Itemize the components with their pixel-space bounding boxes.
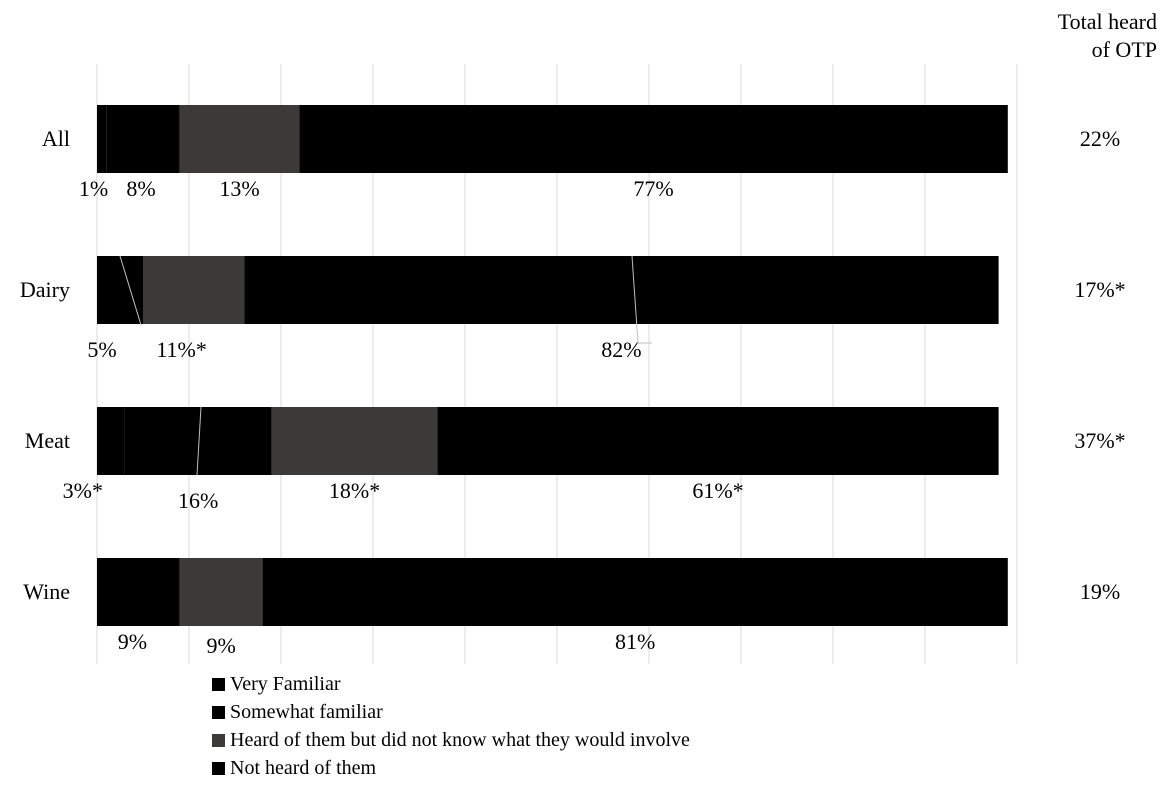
category-label: Wine bbox=[23, 579, 70, 604]
leader-line bbox=[196, 406, 202, 476]
legend-label: Somewhat familiar bbox=[230, 701, 383, 723]
leader-line bbox=[631, 255, 639, 344]
legend-swatch bbox=[212, 733, 225, 747]
data-label: 18%* bbox=[329, 478, 380, 503]
legend-item: Heard of them but did not know what they… bbox=[212, 726, 690, 754]
data-label: 81% bbox=[615, 629, 655, 654]
data-label: 82% bbox=[601, 337, 641, 362]
total-label: 22% bbox=[1080, 126, 1120, 151]
bar-segment bbox=[179, 558, 263, 626]
bar-segment bbox=[179, 105, 300, 173]
totals-header-line1: Total heard bbox=[1057, 9, 1157, 34]
category-label: Dairy bbox=[20, 277, 70, 302]
bar-segment bbox=[124, 407, 272, 475]
data-label: 77% bbox=[633, 176, 673, 201]
category-label: Meat bbox=[25, 428, 70, 453]
legend-item: Very Familiar bbox=[212, 670, 690, 698]
total-label: 17%* bbox=[1074, 277, 1125, 302]
data-label: 13% bbox=[219, 176, 259, 201]
data-label: 61%* bbox=[692, 478, 743, 503]
bar-segment bbox=[97, 558, 180, 626]
totals-header: Total heard of OTP bbox=[1058, 8, 1157, 64]
bar-segment bbox=[271, 407, 438, 475]
bar-segment bbox=[106, 105, 180, 173]
bar-segment bbox=[97, 407, 125, 475]
legend: Very Familiar Somewhat familiar Heard of t… bbox=[212, 670, 690, 782]
category-label: All bbox=[42, 126, 70, 151]
data-label: 16% bbox=[178, 488, 218, 513]
legend-item: Somewhat familiar bbox=[212, 698, 690, 726]
legend-swatch bbox=[212, 705, 225, 719]
bar-segment bbox=[143, 256, 245, 324]
bar-segment bbox=[97, 105, 107, 173]
total-label: 19% bbox=[1080, 579, 1120, 604]
bar-segment bbox=[262, 558, 1008, 626]
totals-header-line2: of OTP bbox=[1091, 37, 1157, 62]
bar-segment bbox=[299, 105, 1008, 173]
data-label: 8% bbox=[126, 176, 155, 201]
legend-swatch bbox=[212, 677, 225, 691]
bar-segment bbox=[437, 407, 999, 475]
legend-label: Not heard of them bbox=[230, 757, 377, 779]
data-label: 11%* bbox=[156, 337, 207, 362]
bar-segment bbox=[244, 256, 999, 324]
legend-swatch bbox=[212, 761, 225, 775]
data-label: 9% bbox=[207, 633, 236, 658]
legend-label: Heard of them but did not know what they… bbox=[230, 729, 690, 751]
data-label: 9% bbox=[118, 629, 147, 654]
legend-label: Very Familiar bbox=[230, 673, 341, 695]
legend-item: Not heard of them bbox=[212, 754, 690, 782]
total-label: 37%* bbox=[1074, 428, 1125, 453]
data-label: 1% bbox=[79, 176, 108, 201]
leader-line bbox=[119, 255, 142, 326]
data-label: 5% bbox=[87, 337, 116, 362]
data-label: 3%* bbox=[63, 478, 103, 503]
bar-segment bbox=[97, 256, 143, 324]
